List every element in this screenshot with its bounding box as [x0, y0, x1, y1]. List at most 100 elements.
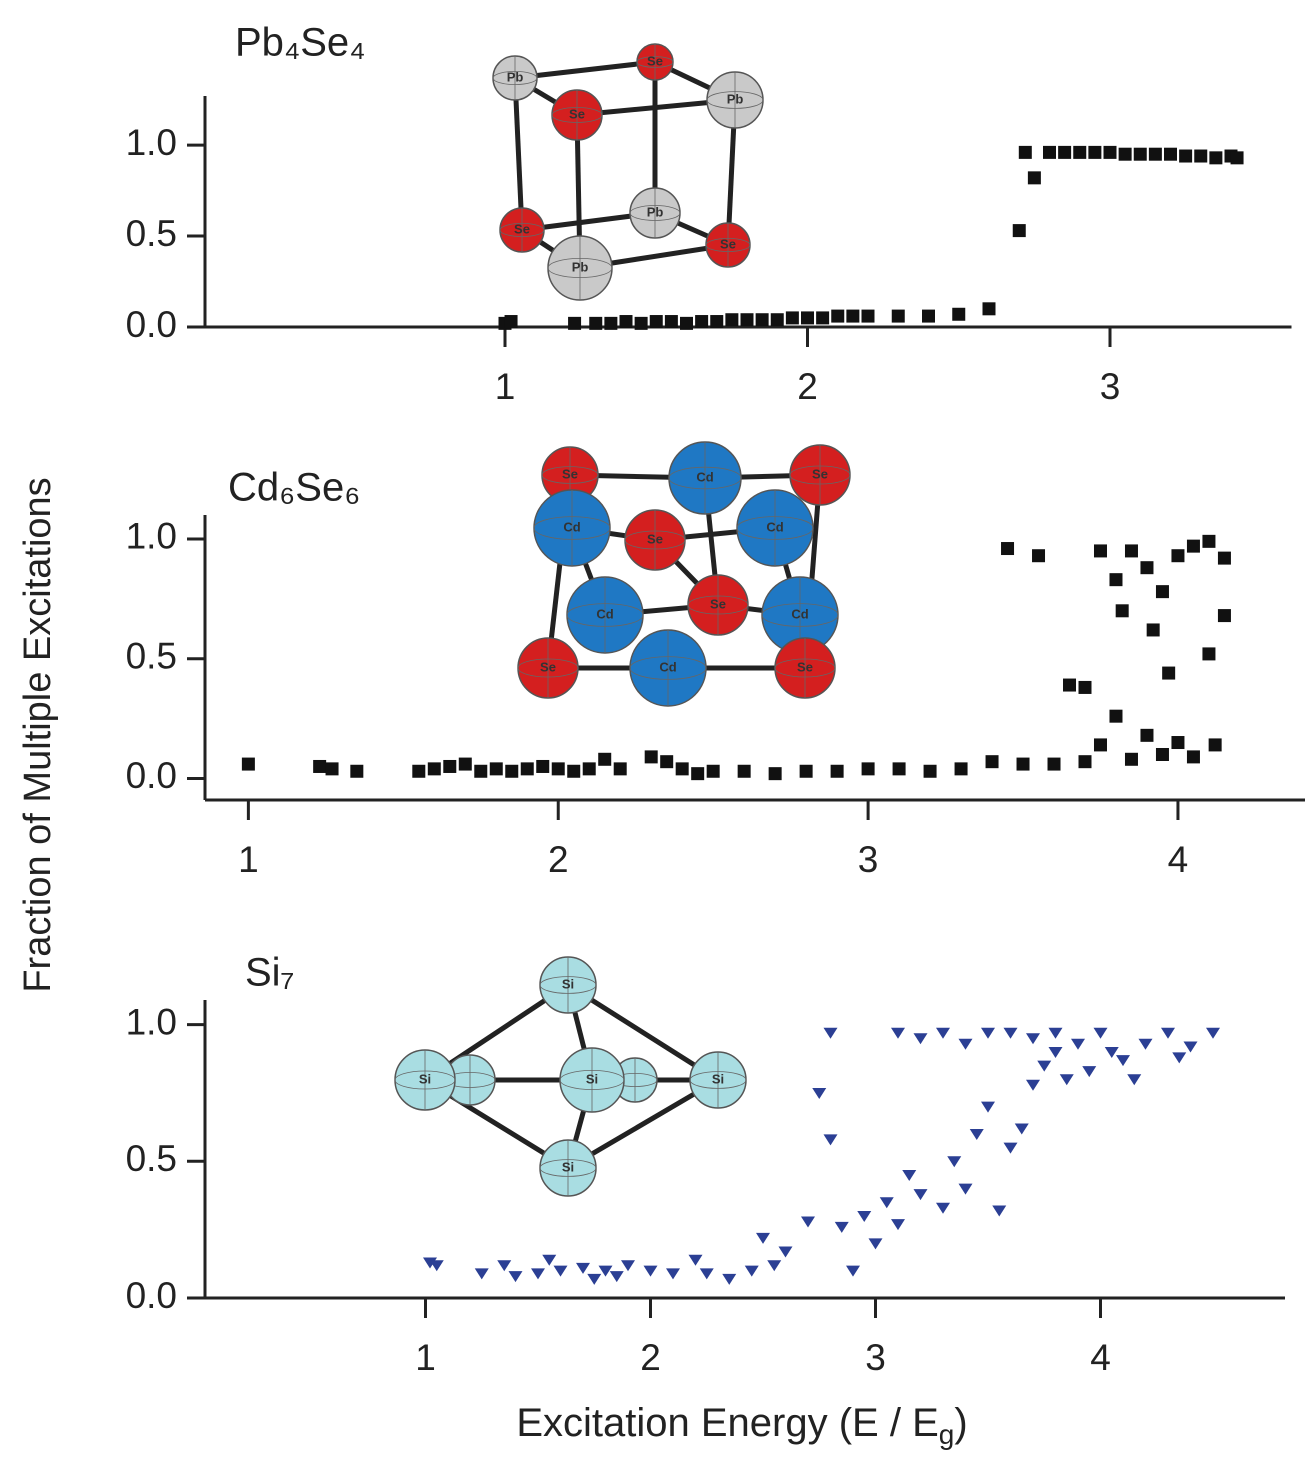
x-tick-label: 2: [640, 1337, 661, 1378]
data-point: [981, 1101, 995, 1113]
data-point: [1048, 1046, 1063, 1058]
data-point: [489, 762, 503, 776]
y-tick-label: 1.0: [126, 516, 177, 557]
data-point: [801, 1216, 815, 1228]
atom-label: Cd: [563, 519, 580, 534]
y-tick-label: 0.0: [126, 304, 177, 345]
data-point: [952, 307, 966, 321]
data-point: [744, 1265, 759, 1277]
data-point: [913, 1189, 928, 1201]
x-label-subscript: g: [939, 1419, 955, 1450]
data-point: [710, 315, 724, 329]
data-point: [992, 1205, 1007, 1217]
data-point: [1088, 145, 1102, 159]
data-point: [621, 1260, 635, 1272]
atom-label: Cd: [696, 469, 713, 484]
x-label-text: Excitation Energy (E / E: [516, 1401, 938, 1445]
data-point: [1018, 145, 1032, 159]
data-point: [816, 311, 830, 325]
data-point: [891, 1219, 905, 1231]
data-point: [644, 750, 658, 764]
y-tick-label: 1.0: [126, 1001, 177, 1042]
data-point: [474, 1268, 489, 1280]
data-point: [587, 1273, 602, 1285]
data-point: [504, 315, 518, 329]
x-tick-label: 1: [495, 366, 516, 407]
data-point: [664, 315, 678, 329]
data-point: [1140, 561, 1154, 575]
bond: [566, 982, 720, 1083]
atom-label: Se: [647, 53, 663, 68]
data-point: [1127, 1074, 1142, 1086]
data-point: [1078, 755, 1092, 769]
data-point: [1109, 709, 1123, 723]
data-point: [325, 762, 339, 776]
data-point: [982, 302, 996, 316]
data-point: [785, 311, 799, 325]
data-point: [551, 762, 565, 776]
data-point: [1027, 171, 1041, 185]
y-tick-label: 0.5: [126, 1138, 177, 1179]
data-point: [891, 1027, 905, 1039]
data-point: [767, 1260, 782, 1272]
data-point: [589, 316, 603, 330]
data-point: [1071, 1038, 1085, 1050]
data-point: [567, 764, 581, 778]
x-tick-label: 1: [415, 1337, 436, 1378]
data-point: [1155, 747, 1169, 761]
data-point: [695, 315, 709, 329]
data-point: [553, 1265, 568, 1277]
atom-label: Pb: [572, 259, 589, 274]
x-tick-label: 2: [797, 366, 818, 407]
atom-label: Cd: [596, 606, 613, 621]
data-point: [799, 764, 813, 778]
data-point: [443, 759, 457, 773]
data-point: [1186, 539, 1200, 553]
data-point: [680, 316, 693, 330]
data-point: [1124, 544, 1138, 558]
data-point: [706, 764, 720, 778]
data-point: [1093, 1027, 1108, 1039]
atom-label: Se: [514, 221, 530, 236]
data-point: [725, 313, 739, 327]
atom-label: Si: [586, 1071, 598, 1086]
data-point: [954, 762, 968, 776]
data-point: [1026, 1033, 1040, 1045]
data-point: [958, 1183, 973, 1195]
data-point: [691, 767, 705, 781]
data-point: [902, 1169, 917, 1181]
y-tick-label: 0.0: [126, 755, 177, 796]
data-point: [831, 309, 845, 323]
data-point: [969, 1128, 984, 1140]
atom-label: Se: [720, 236, 736, 251]
atom-label: Se: [710, 596, 726, 611]
data-point: [1171, 736, 1185, 750]
data-point: [1116, 1055, 1130, 1067]
x-tick-label: 1: [238, 839, 259, 880]
data-point: [1217, 551, 1231, 565]
data-point: [350, 764, 364, 778]
data-point: [770, 313, 784, 327]
data-point: [313, 759, 327, 773]
data-point: [947, 1156, 962, 1168]
data-point: [778, 1246, 793, 1258]
data-point: [823, 1134, 838, 1146]
data-point: [1194, 149, 1208, 163]
atom-label: Se: [569, 106, 585, 121]
data-point: [1209, 151, 1223, 165]
data-point: [879, 1197, 894, 1209]
data-point: [1133, 147, 1147, 161]
data-point: [1043, 145, 1056, 159]
bond: [514, 59, 656, 81]
data-point: [1059, 1074, 1074, 1086]
atom-label: Cd: [791, 606, 808, 621]
atom-label: Si: [419, 1071, 431, 1086]
data-point: [1138, 1038, 1153, 1050]
atom-label: Si: [562, 1159, 574, 1174]
data-point: [722, 1273, 737, 1285]
y-tick-label: 1.0: [126, 122, 177, 163]
y-axis-label: Fraction of Multiple Excitations: [17, 477, 59, 992]
data-point: [1047, 757, 1061, 771]
data-point: [666, 1268, 680, 1280]
data-point: [1037, 1060, 1052, 1072]
